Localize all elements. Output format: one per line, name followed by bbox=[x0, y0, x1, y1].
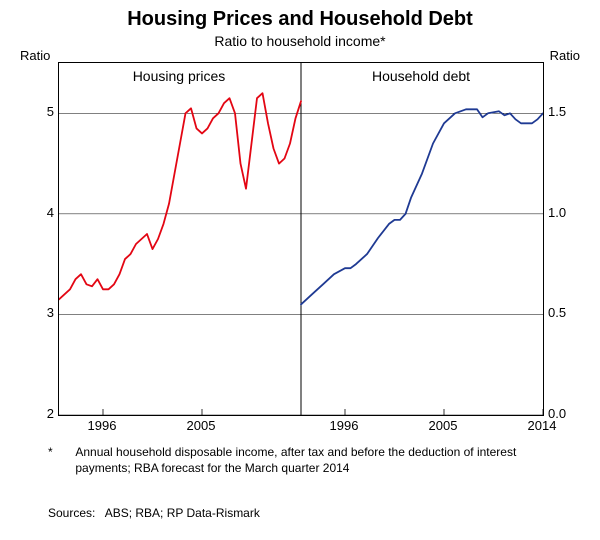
sources: Sources: ABS; RBA; RP Data-Rismark bbox=[48, 506, 260, 520]
sources-label: Sources: bbox=[48, 506, 95, 520]
y-left-tick: 3 bbox=[40, 305, 54, 320]
y-axis-left-title: Ratio bbox=[20, 48, 50, 63]
footnote-text: Annual household disposable income, afte… bbox=[75, 444, 555, 476]
x-tick: 1996 bbox=[330, 418, 359, 433]
x-tick: 1996 bbox=[88, 418, 117, 433]
y-left-tick: 5 bbox=[40, 104, 54, 119]
y-right-tick: 1.5 bbox=[548, 104, 566, 119]
x-tick: 2005 bbox=[187, 418, 216, 433]
footnote: * Annual household disposable income, af… bbox=[48, 444, 568, 476]
chart-subtitle: Ratio to household income* bbox=[0, 33, 600, 49]
y-right-tick: 1.0 bbox=[548, 205, 566, 220]
footnote-mark: * bbox=[48, 444, 72, 460]
x-tick: 2014 bbox=[528, 418, 557, 433]
plot-area bbox=[58, 62, 544, 416]
y-right-tick: 0.5 bbox=[548, 305, 566, 320]
x-tick: 2005 bbox=[429, 418, 458, 433]
sources-text: ABS; RBA; RP Data-Rismark bbox=[105, 506, 260, 520]
chart-svg bbox=[59, 63, 543, 415]
y-left-tick: 2 bbox=[40, 406, 54, 421]
y-left-tick: 4 bbox=[40, 205, 54, 220]
y-axis-right-title: Ratio bbox=[550, 48, 580, 63]
chart-title: Housing Prices and Household Debt bbox=[0, 0, 600, 31]
